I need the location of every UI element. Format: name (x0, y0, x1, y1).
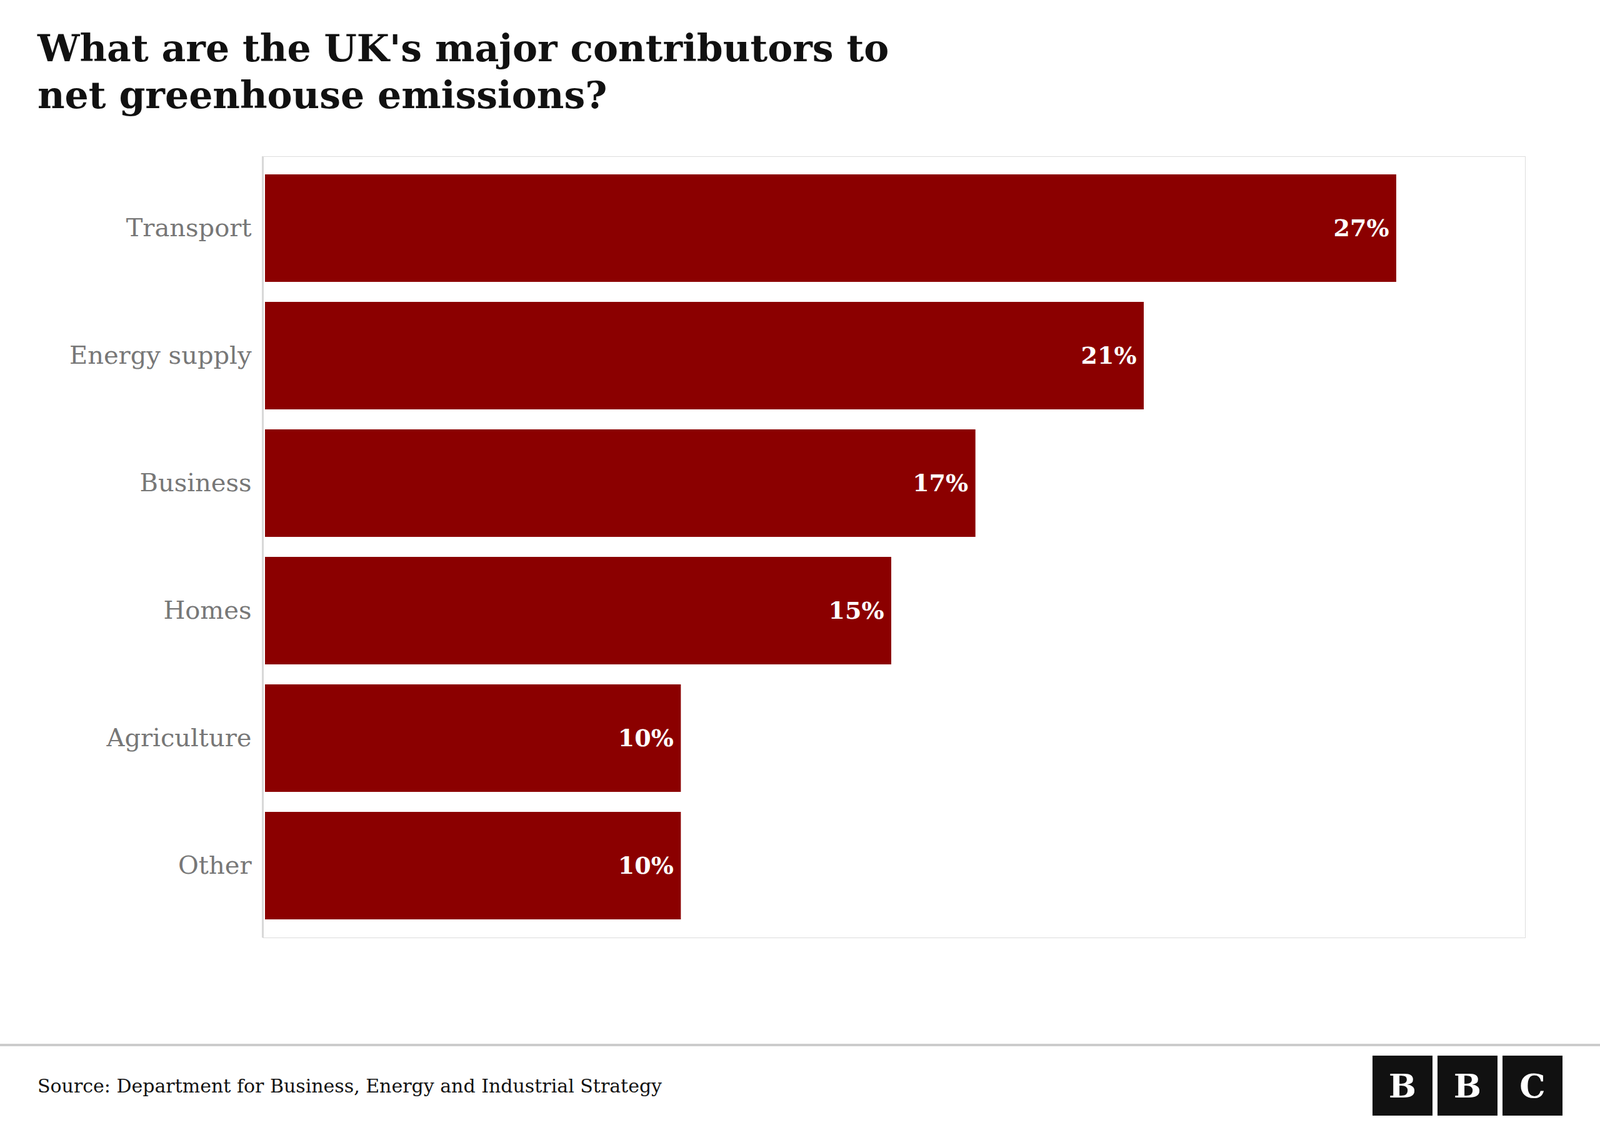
html-text:B: B (1453, 1066, 1482, 1105)
svg-text:Energy supply: Energy supply (69, 340, 252, 370)
svg-text:Transport: Transport (126, 213, 252, 242)
svg-text:Other: Other (178, 850, 252, 880)
svg-text:21%: 21% (1081, 341, 1137, 370)
svg-text:Agriculture: Agriculture (106, 723, 252, 752)
html-text:What are the UK's major contri: What are the UK's major contributors to … (37, 26, 889, 117)
svg-text:15%: 15% (828, 596, 885, 625)
html-text:B: B (1388, 1066, 1417, 1105)
svg-text:Homes: Homes (163, 595, 252, 625)
svg-text:10%: 10% (618, 851, 674, 880)
svg-text:27%: 27% (1333, 213, 1390, 242)
html-text:Source: Department for Busines: Source: Department for Business, Energy … (37, 1074, 662, 1097)
svg-text:10%: 10% (618, 723, 674, 752)
svg-text:Business: Business (140, 468, 252, 497)
html-text:C: C (1519, 1066, 1546, 1105)
svg-text:17%: 17% (912, 468, 969, 497)
